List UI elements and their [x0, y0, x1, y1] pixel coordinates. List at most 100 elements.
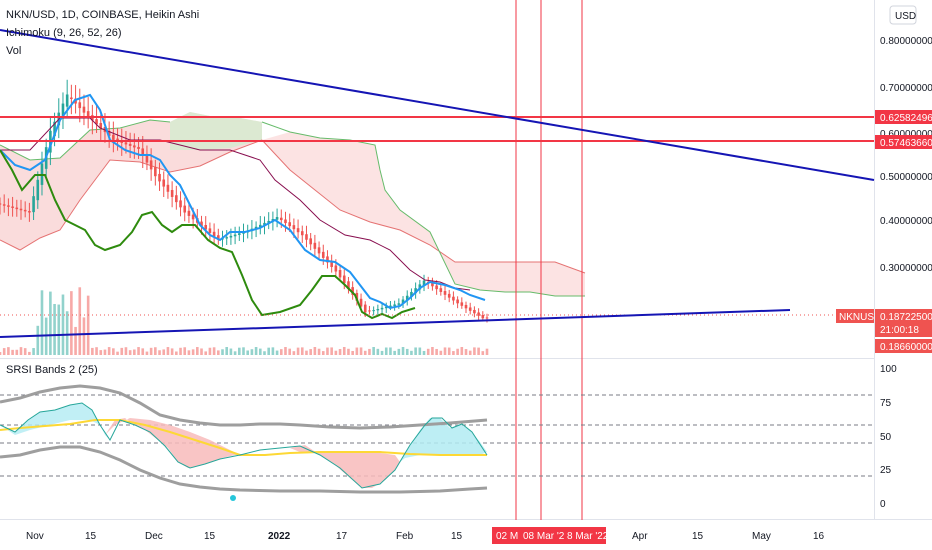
candle-body [279, 217, 283, 221]
candle-body [410, 291, 413, 297]
volume-bar [137, 347, 140, 355]
volume-bar [124, 347, 128, 355]
candle-body [347, 281, 350, 290]
indicator-ichimoku-label[interactable]: Ichimoku (9, 26, 52, 26) [6, 27, 122, 39]
candle-body [342, 275, 346, 284]
volume-bar [473, 347, 476, 355]
candle-body [36, 179, 40, 201]
candle-body [70, 97, 73, 100]
time-label-15-feb: 15 [451, 531, 463, 542]
volume-bar [149, 347, 153, 355]
candle-body [464, 304, 468, 309]
candle-body [7, 205, 10, 207]
price-tag-symbol: NKNUSD [836, 309, 881, 323]
candle-body [74, 98, 77, 104]
volume-bar [300, 347, 304, 355]
volume-bar [384, 347, 388, 355]
time-label-15-dec: 15 [204, 531, 216, 542]
srsi-tick-25: 25 [880, 465, 892, 476]
volume-bar [347, 348, 350, 355]
candle-body [208, 228, 212, 233]
volume-bar [355, 347, 359, 355]
volume-bar [313, 347, 317, 355]
volume-bar [410, 350, 413, 355]
volume-bar [82, 317, 86, 355]
candle-body [435, 285, 438, 290]
volume-bar [338, 349, 342, 355]
candle-body [363, 304, 367, 313]
candle-body [313, 242, 317, 249]
volume-bar [271, 347, 275, 355]
volume-bar [254, 347, 258, 355]
volume-bar [296, 347, 300, 355]
volume-bar [11, 349, 14, 355]
price-tag-resistance-2: 0.57463660 [875, 135, 932, 149]
volume-bar [485, 348, 489, 355]
candle-body [443, 291, 447, 295]
volume-bar [363, 350, 367, 355]
descending-trendline[interactable] [0, 29, 875, 181]
volume-bar [175, 351, 178, 355]
ascending-trendline[interactable] [0, 309, 791, 338]
candle-body [183, 205, 187, 213]
volume-bar [431, 347, 434, 355]
volume-bar [422, 350, 426, 355]
srsi-tick-100: 100 [880, 364, 897, 375]
volume-bar [141, 348, 145, 355]
candle-body [124, 142, 128, 145]
candle-body [422, 280, 426, 286]
volume-bar [468, 350, 472, 355]
candle-body [330, 260, 333, 267]
indicator-volume-label[interactable]: Vol [6, 45, 21, 57]
volume-bar [116, 351, 119, 355]
volume-bar [36, 325, 40, 355]
volume-bar [53, 303, 56, 355]
candle-body [28, 211, 31, 213]
svg-text:0.18722500: 0.18722500 [880, 312, 932, 323]
candle-body [187, 210, 191, 216]
candle-body [380, 307, 384, 310]
volume-bar [481, 351, 485, 355]
volume-bar [372, 347, 375, 355]
candle-body [133, 145, 136, 148]
volume-bar [435, 348, 438, 355]
price-tag-resistance-1: 0.62582496 [875, 110, 932, 124]
volume-bar [61, 294, 65, 355]
time-label-15-apr: 15 [692, 531, 704, 542]
candle-body [166, 184, 170, 192]
volume-bar [309, 349, 312, 355]
candle-body [376, 308, 380, 311]
price-tick-1: 0.80000000 [880, 36, 932, 47]
candle-body [300, 231, 304, 236]
volume-bar [389, 347, 392, 355]
volume-bar [107, 347, 111, 355]
candle-body [321, 251, 325, 258]
volume-bar [70, 291, 73, 355]
currency-button[interactable]: USD [889, 5, 917, 25]
volume-bar [477, 347, 480, 355]
time-label-nov: Nov [26, 531, 44, 542]
candle-body [351, 287, 354, 295]
candle-body [162, 179, 166, 187]
volume-bar [166, 347, 170, 355]
indicator-srsi-label[interactable]: SRSI Bands 2 (25) [6, 364, 98, 376]
volume-bar [426, 348, 430, 355]
time-label-may: May [752, 531, 771, 542]
chart-title[interactable]: NKN/USD, 1D, COINBASE, Heikin Ashi [6, 9, 199, 21]
volume-bar [284, 347, 287, 355]
volume-bar [317, 348, 321, 355]
candle-body [418, 284, 422, 290]
volume-bar [326, 347, 329, 355]
volume-bar [74, 326, 77, 355]
volume-bar [447, 347, 451, 355]
volume-bar [279, 349, 283, 355]
candle-body [2, 204, 6, 206]
svg-text:0.57463660: 0.57463660 [880, 138, 932, 149]
candle-body [439, 288, 443, 292]
candle-body [372, 310, 375, 312]
candle-body [238, 233, 241, 235]
candle-body [170, 190, 174, 197]
srsi-tick-50: 50 [880, 432, 892, 443]
candle-body [473, 309, 476, 314]
